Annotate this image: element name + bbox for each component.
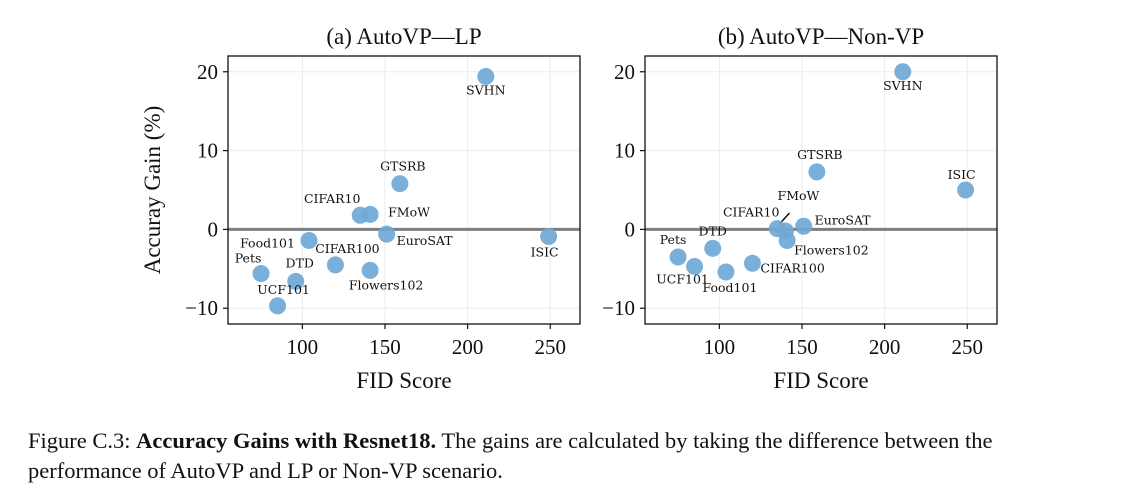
- data-point: [540, 228, 558, 246]
- caption-title: Accuracy Gains with Resnet18.: [136, 428, 437, 453]
- caption-text: The gains are calculated by taking the d…: [28, 428, 993, 483]
- y-tick-label: −10: [185, 296, 218, 320]
- y-tick-label: −10: [602, 296, 635, 320]
- x-tick-label: 150: [786, 335, 818, 359]
- x-tick-label: 250: [535, 335, 567, 359]
- data-point: [378, 225, 396, 243]
- data-point: [743, 254, 761, 272]
- data-point: [252, 265, 270, 283]
- plot-frame: [644, 55, 998, 325]
- data-point: [361, 205, 379, 223]
- y-tick-label: 10: [197, 139, 218, 163]
- y-tick-label: 20: [614, 60, 635, 84]
- point-label: SVHN: [883, 78, 922, 93]
- point-label: GTSRB: [380, 159, 425, 174]
- point-label: FMoW: [388, 204, 430, 219]
- y-tick-label: 0: [208, 217, 219, 241]
- figure: SVHN GTSRB CIFAR10 FMoW EuroSAT Food101 ISIC CI…: [140, 24, 998, 393]
- x-tick-label: 250: [952, 335, 984, 359]
- figure-caption: Figure C.3: Accuracy Gains with Resnet18…: [28, 426, 1098, 486]
- x-tick-label: 150: [369, 335, 401, 359]
- x-tick-label: 100: [287, 335, 319, 359]
- y-tick-label: 10: [614, 139, 635, 163]
- point-label: UCF101: [656, 271, 709, 286]
- chart-title: (a) AutoVP—LP: [326, 24, 481, 49]
- data-point: [778, 231, 796, 249]
- point-label: DTD: [699, 223, 727, 238]
- point-label: EuroSAT: [815, 212, 872, 227]
- point-label: CIFAR10: [304, 191, 360, 206]
- x-axis-label: FID Score: [773, 368, 868, 393]
- data-point: [894, 63, 912, 81]
- chart-panel-b: SVHN GTSRB ISIC CIFAR10 FMoW EuroSAT Flowers10…: [602, 24, 998, 393]
- data-point: [704, 239, 722, 257]
- x-tick-label: 200: [869, 335, 901, 359]
- point-label: Food101: [703, 280, 758, 295]
- chart-title: (b) AutoVP—Non-VP: [718, 24, 924, 49]
- y-tick-label: 20: [197, 60, 218, 84]
- caption-label: Figure C.3:: [28, 428, 131, 453]
- data-point: [287, 272, 305, 290]
- data-point: [686, 257, 704, 275]
- data-point: [717, 263, 735, 281]
- data-point: [477, 67, 495, 85]
- point-label: ISIC: [531, 245, 559, 260]
- x-axis-label: FID Score: [356, 368, 451, 393]
- point-label: CIFAR100: [760, 260, 824, 275]
- point-label: CIFAR10: [723, 205, 779, 220]
- point-label: ISIC: [948, 167, 976, 182]
- data-point: [269, 297, 287, 315]
- point-label: EuroSAT: [397, 233, 454, 248]
- point-label: FMoW: [778, 188, 820, 203]
- y-axis-label: Accuray Gain (%): [140, 106, 165, 275]
- data-point: [326, 256, 344, 274]
- data-point: [361, 261, 379, 279]
- plot-frame: [227, 55, 581, 325]
- data-point: [957, 181, 975, 199]
- point-label: Food101: [240, 235, 295, 250]
- data-point: [391, 175, 409, 193]
- point-label: Pets: [660, 232, 687, 247]
- data-point: [795, 217, 813, 235]
- point-label: SVHN: [466, 82, 505, 97]
- point-label: Flowers102: [349, 277, 424, 292]
- data-point: [300, 231, 318, 249]
- point-label: Pets: [235, 251, 262, 266]
- x-tick-label: 200: [452, 335, 484, 359]
- point-label: DTD: [286, 255, 314, 270]
- point-label: UCF101: [257, 282, 310, 297]
- chart-panel-a: SVHN GTSRB CIFAR10 FMoW EuroSAT Food101 ISIC CI…: [140, 24, 581, 393]
- point-label: GTSRB: [797, 147, 842, 162]
- point-label: Flowers102: [794, 242, 869, 257]
- y-tick-label: 0: [625, 217, 636, 241]
- point-label: CIFAR100: [315, 241, 379, 256]
- data-point: [808, 163, 826, 181]
- x-tick-label: 100: [704, 335, 736, 359]
- data-point: [669, 248, 687, 266]
